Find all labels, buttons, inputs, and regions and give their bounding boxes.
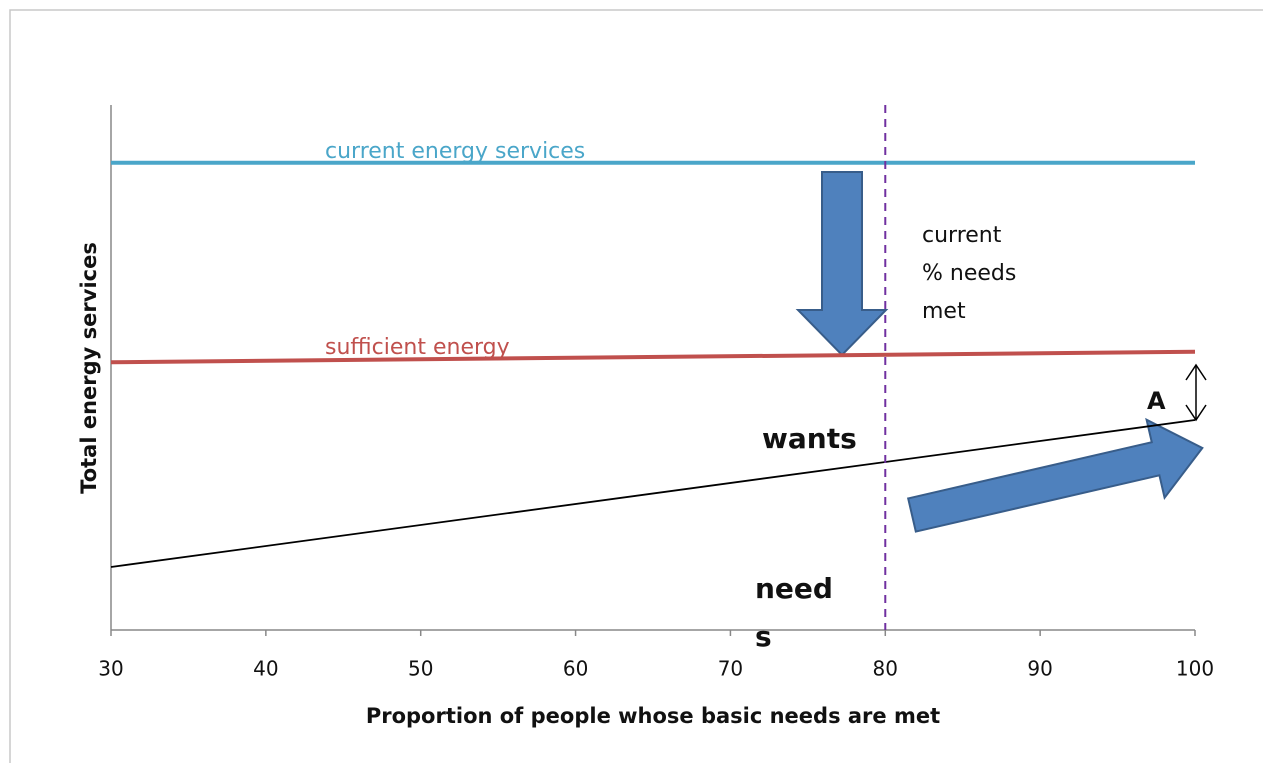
x-tick-label: 90 [1027,657,1052,681]
double-arrow [1185,363,1207,422]
x-tick-label: 100 [1176,657,1214,681]
diagonal-arrow [906,417,1204,533]
x-tick-label: 80 [873,657,898,681]
x-axis-label: Proportion of people whose basic needs a… [366,704,940,728]
frame [9,9,1263,763]
x-tick-label: 60 [563,657,588,681]
annotation: wants [762,422,857,455]
arrow-shape [906,417,1204,533]
annotation: A [1147,387,1166,415]
x-tick-label: 70 [718,657,743,681]
x-tick-label: 30 [98,657,123,681]
y-axis-label: Total energy services [77,242,101,494]
annotation: need [755,572,833,605]
series-label: current energy services [325,139,585,164]
annotation: current [922,223,1002,248]
series-line [110,419,1196,568]
down-arrow [795,171,889,357]
arrow-head [1185,363,1207,381]
annotation: % needs [922,261,1016,286]
annotation: met [922,299,966,324]
x-tick-label: 50 [408,657,433,681]
series-label: sufficient energy [325,335,510,360]
arrow-head [1185,404,1207,422]
x-tick-label: 40 [253,657,278,681]
series-line [110,349,1196,365]
annotation: s [755,620,772,653]
